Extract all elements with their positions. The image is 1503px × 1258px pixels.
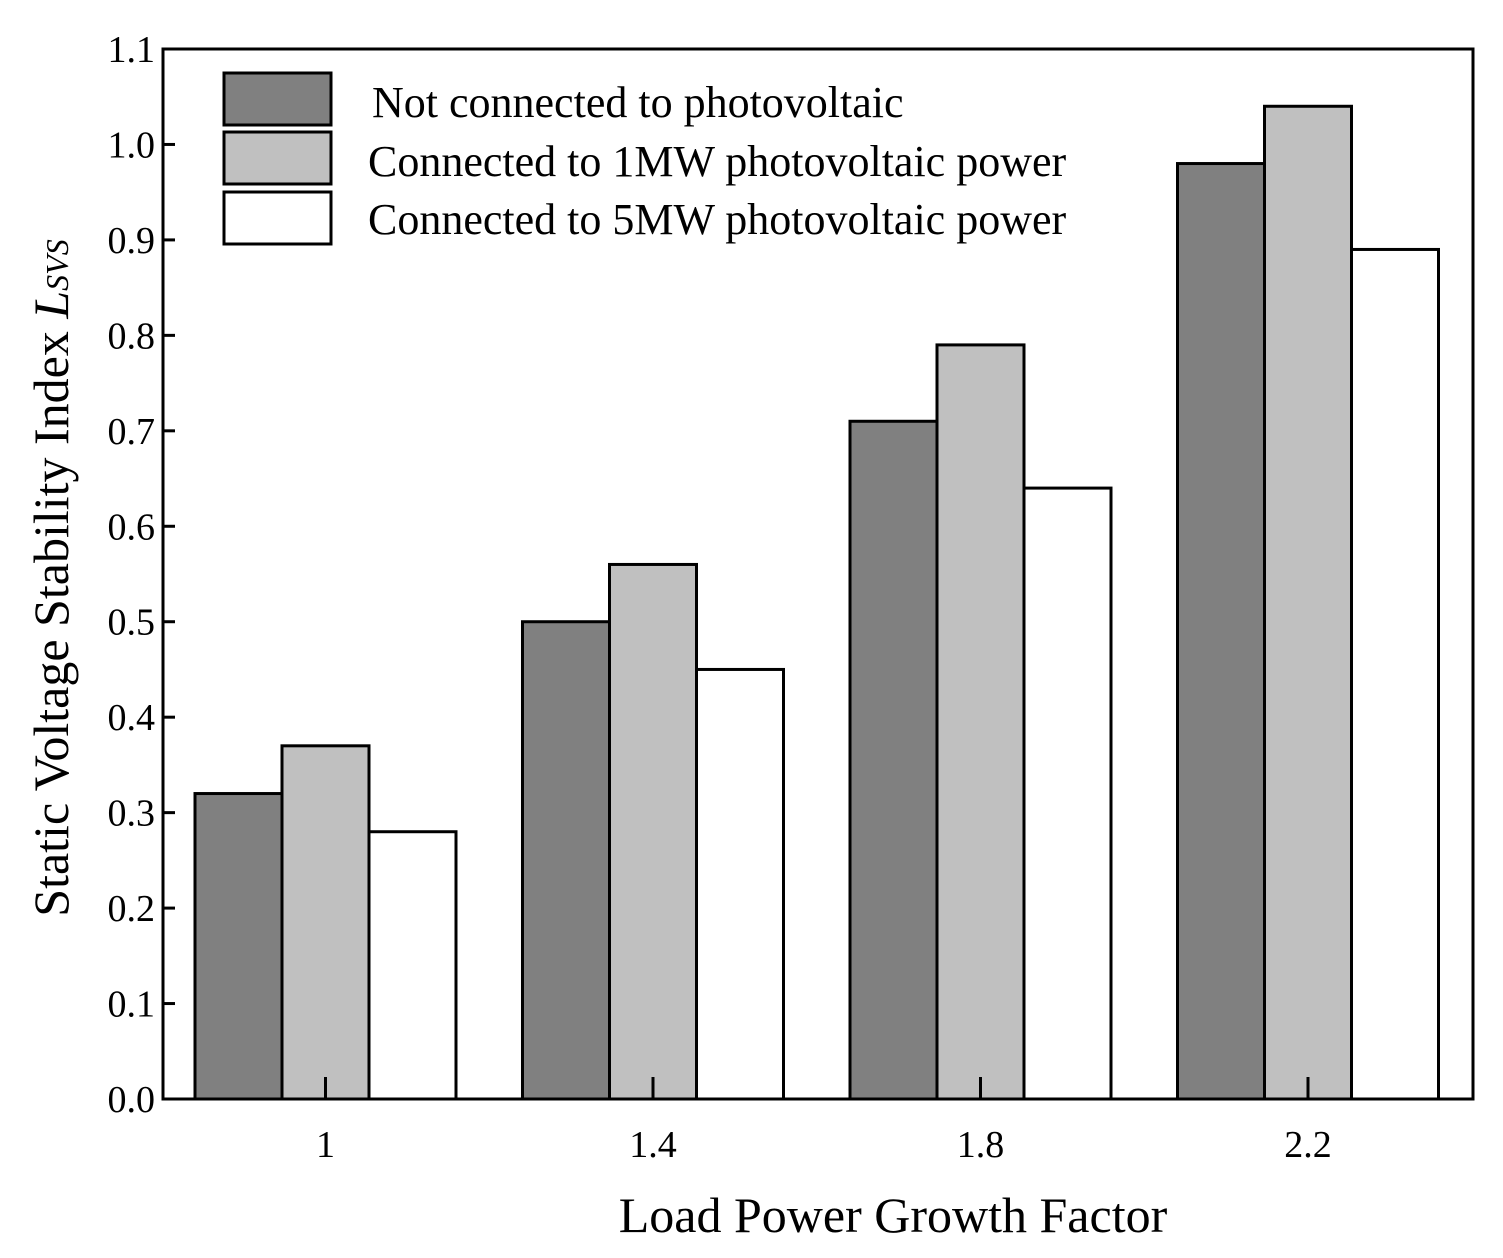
y-axis-ticks: 0.0 0.1 0.2 0.3 0.4 0.5 0.6 0.7 0.8 0.9 1.0 1.1	[108, 29, 175, 1121]
legend: Not connected to photovoltaic Connected …	[222, 71, 1067, 246]
x-tick-label: 2.2	[1284, 1124, 1332, 1166]
y-axis-title: Static Voltage Stability Index LSVS	[23, 239, 79, 916]
bar-1-1	[193, 792, 284, 1101]
bar-2-1.8	[935, 343, 1026, 1101]
bar-2-1	[280, 744, 371, 1101]
y-tick-label: 1.0	[108, 124, 156, 166]
legend-swatch-5mw	[222, 190, 333, 246]
y-axis-title-text: Static Voltage Stability Index	[23, 331, 79, 917]
legend-swatch-1mw	[222, 130, 333, 186]
bar-1-1.8	[848, 419, 939, 1101]
y-tick-label: 0.8	[108, 315, 156, 357]
bar-3-2.2	[1350, 247, 1440, 1101]
y-tick-label: 1.1	[108, 29, 156, 71]
x-tick-label: 1.4	[629, 1124, 677, 1166]
y-tick-label: 0.7	[108, 411, 156, 453]
bar-3-1.8	[1022, 486, 1113, 1101]
x-axis-title: Load Power Growth Factor	[619, 1187, 1168, 1243]
legend-label-5mw: Connected to 5MW photovoltaic power	[368, 195, 1067, 244]
y-tick-label: 0.0	[108, 1079, 156, 1121]
x-axis-ticks: 1 1.4 1.8 2.2	[316, 1077, 1332, 1166]
y-tick-label: 0.9	[108, 220, 156, 262]
bar-3-1.4	[695, 667, 785, 1101]
bar-3-1	[367, 830, 458, 1101]
bar-1-2.2	[1176, 162, 1266, 1101]
legend-swatch-not-connected	[222, 71, 333, 127]
legend-label-not-connected: Not connected to photovoltaic	[372, 78, 904, 127]
y-tick-label: 0.3	[108, 793, 156, 835]
plot-frame	[161, 47, 1475, 1101]
bar-1-1.4	[521, 620, 611, 1101]
x-tick-label: 1.8	[957, 1124, 1005, 1166]
x-tick-label: 1	[316, 1124, 335, 1166]
y-tick-label: 0.4	[108, 697, 156, 739]
bars-group	[193, 104, 1440, 1101]
bar-2-2.2	[1263, 104, 1353, 1101]
legend-label-1mw: Connected to 1MW photovoltaic power	[368, 137, 1067, 186]
y-tick-label: 0.1	[108, 984, 156, 1026]
y-axis-title-symbol: L	[23, 291, 79, 320]
y-tick-label: 0.2	[108, 888, 156, 930]
y-tick-label: 0.6	[108, 506, 156, 548]
y-axis-title-subscript: SVS	[39, 239, 75, 291]
y-tick-label: 0.5	[108, 602, 156, 644]
bar-2-1.4	[608, 562, 698, 1101]
